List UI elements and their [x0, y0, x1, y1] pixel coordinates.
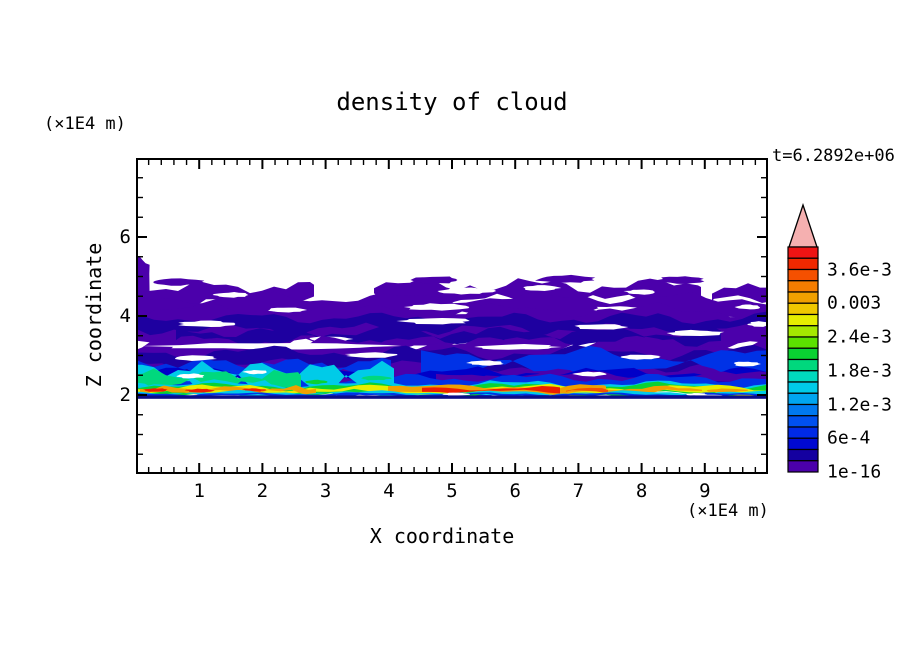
colorbar-box [787, 325, 819, 338]
contour-shape [174, 355, 217, 361]
x-tick-label: 8 [635, 480, 648, 502]
contour-shape [685, 393, 708, 396]
contour-shape [242, 370, 267, 375]
colorbar-tick-label: 3.6e-3 [827, 259, 893, 280]
contour-shape [523, 285, 562, 291]
contour-shape [733, 361, 761, 367]
x-axis-unit-label: (×1E4 m) [687, 501, 769, 521]
x-tick-label: 7 [572, 480, 585, 502]
x-tick-label: 6 [509, 480, 521, 502]
contour-shape [474, 344, 562, 350]
contour-shape [466, 360, 504, 366]
colorbar-box [787, 437, 819, 451]
contour-shape [442, 392, 470, 396]
contour-shape [666, 329, 725, 336]
contour-shape [410, 276, 458, 284]
contour-shape [140, 385, 316, 395]
contour-shape [572, 371, 607, 377]
x-tick-label: 3 [319, 480, 332, 502]
contour-shape [747, 321, 766, 327]
contour-shape [623, 289, 655, 295]
contour-shape [176, 325, 721, 347]
y-tick-label: 4 [119, 305, 131, 327]
chart-title: density of cloud [336, 88, 568, 116]
contour-shape [176, 373, 205, 379]
colorbar-box [787, 381, 819, 394]
contour-shape [267, 307, 308, 313]
contour-shape [657, 276, 705, 284]
contour-shape [153, 278, 205, 286]
colorbar-box [787, 460, 819, 473]
x-tick-label: 2 [256, 480, 269, 502]
colorbar-tick-label: 0.003 [827, 292, 882, 314]
x-tick-label: 4 [383, 480, 395, 502]
contour-shape [535, 274, 596, 283]
contour-shape [706, 388, 749, 393]
colorbar-box [787, 415, 819, 428]
contour-shape [178, 320, 236, 327]
colorbar-box [787, 336, 819, 349]
contour-shape [422, 386, 560, 394]
contour-shape [305, 379, 328, 385]
contour-shape [360, 375, 392, 381]
contour-shape [403, 303, 470, 311]
x-axis-title: X coordinate [369, 524, 515, 548]
colorbar-box [787, 403, 819, 417]
contour-shape [138, 344, 766, 374]
contour-shape [437, 287, 497, 295]
colorbar-box [787, 313, 819, 327]
x-tick-label: 5 [446, 480, 458, 502]
colorbar-box [787, 302, 819, 316]
colorbar-box [787, 257, 819, 271]
y-tick-label: 2 [119, 384, 131, 406]
colorbar-box [787, 347, 819, 361]
contour-shape [566, 387, 608, 394]
colorbar-box [787, 291, 819, 304]
contour-shape [344, 352, 398, 358]
colorbar-box [787, 268, 819, 282]
colorbar-tick-label: 1.8e-3 [827, 360, 893, 382]
colorbar-box [787, 246, 819, 259]
y-axis-unit-label: (×1E4 m) [44, 114, 126, 134]
contour-shape [421, 345, 766, 379]
contour-shape [712, 283, 766, 303]
colorbar-box [787, 370, 819, 383]
contour-shape [138, 395, 766, 399]
contour-shape [396, 318, 470, 325]
colorbar-box [787, 392, 819, 406]
colorbar-tick-label: 1e-16 [827, 461, 882, 483]
plot-canvas [136, 158, 768, 474]
contour-shape [138, 255, 150, 302]
time-label: t=6.2892e+06 [772, 146, 895, 166]
colorbar-tick-label: 2.4e-3 [827, 326, 893, 348]
x-tick-label: 1 [193, 480, 205, 502]
colorbar-box [787, 358, 819, 372]
colorbar-box [787, 426, 819, 439]
colorbar [787, 203, 819, 473]
x-tick-label: 9 [699, 480, 711, 502]
contour-shape [142, 388, 168, 392]
contour-shape [436, 370, 766, 386]
colorbar-box [787, 448, 819, 462]
contour-shape [185, 388, 215, 393]
contour-shape [574, 324, 629, 330]
contour-shape [734, 304, 761, 310]
contour-shape [620, 354, 661, 360]
contour-shape [138, 368, 301, 391]
contour-shape [212, 292, 249, 298]
y-tick-label: 6 [119, 226, 131, 248]
colorbar-box [787, 280, 819, 293]
colorbar-overflow-arrow [788, 203, 818, 248]
colorbar-tick-label: 1.2e-3 [827, 394, 893, 415]
plot-frame [136, 158, 768, 474]
colorbar-tick-label: 6e-4 [827, 427, 871, 449]
